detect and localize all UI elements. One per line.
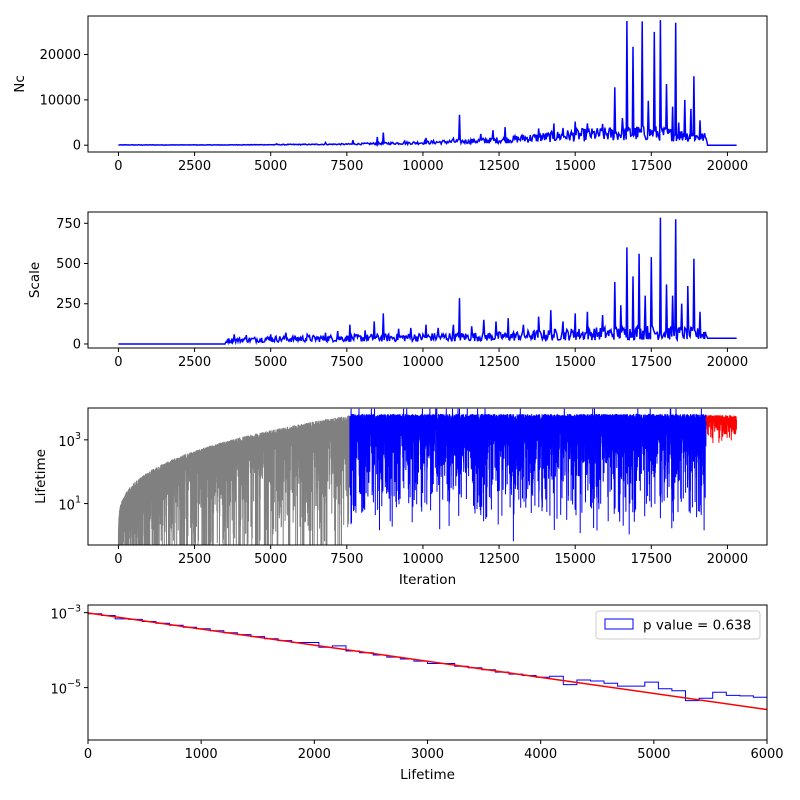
legend-swatch <box>604 618 634 630</box>
lifetime-panel: 0 2500 5000 7500 10000 12500 15000 17500 20000 10… <box>33 407 768 588</box>
x-tick-label: 2500 <box>178 552 211 567</box>
y-axis-label: Lifetime <box>33 449 49 504</box>
x-tick-label: 10000 <box>402 355 443 370</box>
x-tick-label: 3000 <box>411 747 444 762</box>
x-tick-label: 12500 <box>478 355 519 370</box>
x-tick-label: 15000 <box>554 159 595 174</box>
nc-panel: 0 2500 5000 7500 10000 12500 15000 17500 20000 0 1… <box>12 15 768 174</box>
x-tick-label: 7500 <box>330 552 363 567</box>
lifetime-segment <box>349 408 707 542</box>
x-tick-label: 0 <box>114 552 122 567</box>
x-tick-label: 17500 <box>631 552 672 567</box>
x-tick-label: 12500 <box>478 159 519 174</box>
legend-box <box>595 610 761 640</box>
y-tick-label: 10−3 <box>50 604 81 623</box>
x-tick-label: 1000 <box>185 747 218 762</box>
y-tick-label: 20000 <box>40 48 81 63</box>
x-tick-label: 17500 <box>631 159 672 174</box>
x-tick-label: 5000 <box>254 355 287 370</box>
x-axis-label: Lifetime <box>400 767 455 783</box>
y-tick-label: 0 <box>73 139 81 154</box>
y-axis-label: Nc <box>12 75 28 93</box>
x-tick-label: 15000 <box>554 552 595 567</box>
x-tick-label: 2000 <box>298 747 331 762</box>
plot-frame <box>87 407 768 546</box>
x-tick-label: 5000 <box>254 552 287 567</box>
plot-frame <box>87 15 768 153</box>
x-tick-label: 5000 <box>637 747 670 762</box>
x-tick-label: 0 <box>84 747 92 762</box>
lifetime-hist-panel: 0 1000 2000 3000 4000 5000 6000 10−5 10−3 Lifetim… <box>50 604 783 783</box>
x-tick-label: 10000 <box>402 159 443 174</box>
x-tick-label: 0 <box>114 159 122 174</box>
plot-frame <box>87 211 768 349</box>
y-tick-label: 103 <box>58 431 81 450</box>
series-line <box>118 217 737 346</box>
lifetime-segment <box>117 415 351 545</box>
y-tick-label: 10−5 <box>50 679 81 698</box>
scale-panel: 0 2500 5000 7500 10000 12500 15000 17500 20000 0 2… <box>27 211 768 370</box>
y-tick-label: 750 <box>56 217 81 232</box>
x-tick-label: 6000 <box>750 747 783 762</box>
x-tick-label: 20000 <box>707 159 748 174</box>
y-tick-label: 0 <box>73 337 81 352</box>
x-tick-label: 17500 <box>631 355 672 370</box>
x-axis-label: Iteration <box>399 572 456 588</box>
series-line <box>118 20 737 148</box>
x-tick-label: 5000 <box>254 159 287 174</box>
x-tick-label: 4000 <box>524 747 557 762</box>
x-tick-label: 20000 <box>707 552 748 567</box>
fit-line <box>88 612 767 711</box>
y-tick-label: 10000 <box>40 93 81 108</box>
legend-label: p value = 0.638 <box>643 618 751 634</box>
y-tick-label: 250 <box>56 297 81 312</box>
y-tick-label: 101 <box>58 495 81 514</box>
x-tick-label: 10000 <box>402 552 443 567</box>
x-tick-label: 2500 <box>178 355 211 370</box>
lifetime-segment <box>705 414 737 444</box>
y-tick-label: 500 <box>56 257 81 272</box>
legend: p value = 0.638 <box>595 610 761 640</box>
x-tick-label: 2500 <box>178 159 211 174</box>
x-tick-label: 0 <box>114 355 122 370</box>
x-tick-label: 20000 <box>707 355 748 370</box>
x-tick-label: 7500 <box>330 159 363 174</box>
x-tick-label: 12500 <box>478 552 519 567</box>
x-tick-label: 7500 <box>330 355 363 370</box>
x-tick-label: 15000 <box>554 355 595 370</box>
y-axis-label: Scale <box>27 262 43 298</box>
